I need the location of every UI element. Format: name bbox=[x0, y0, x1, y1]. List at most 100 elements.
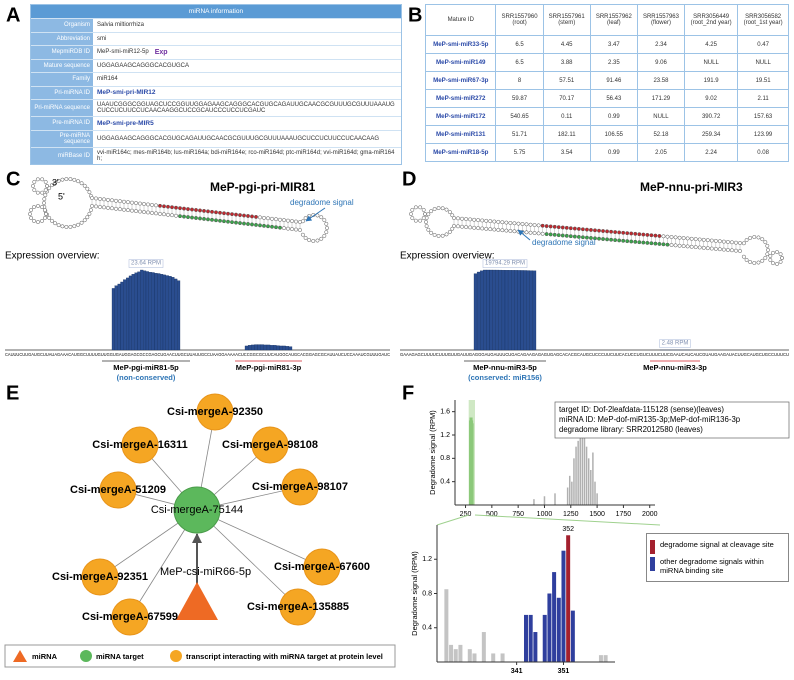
nucleotide bbox=[202, 216, 206, 221]
nucleotide bbox=[697, 245, 702, 250]
nucleotide bbox=[568, 226, 573, 231]
rpm-cell: 57.51 bbox=[542, 71, 591, 90]
nucleotide bbox=[40, 177, 45, 182]
x-tick-label: 1750 bbox=[616, 511, 632, 518]
nucleotide bbox=[134, 201, 138, 206]
nucleotide bbox=[202, 208, 206, 213]
y-tick-label: 0.4 bbox=[422, 625, 432, 632]
nucleotide bbox=[250, 214, 254, 219]
nucleotide bbox=[102, 197, 106, 202]
signal-bar bbox=[594, 481, 596, 505]
nucleotide bbox=[186, 207, 190, 212]
overview-label: Expression overview: bbox=[400, 251, 494, 262]
nucleotide bbox=[45, 184, 49, 188]
tissue: (flower) bbox=[650, 20, 671, 26]
rpm-cell: 182.11 bbox=[542, 125, 591, 144]
expression-bar bbox=[171, 277, 175, 351]
nucleotide bbox=[540, 231, 545, 236]
expression-bar bbox=[266, 344, 271, 351]
end-label: 5' bbox=[58, 191, 65, 201]
node-label: Csi-mergeA-67600 bbox=[274, 561, 370, 573]
rpm-cell: NULL bbox=[636, 107, 686, 126]
rpm-cell: 9.02 bbox=[684, 89, 739, 108]
signal-bar bbox=[453, 649, 458, 662]
header-cell: SRR1557960 (root) bbox=[495, 4, 544, 36]
nucleotide bbox=[68, 177, 73, 182]
nucleotide bbox=[214, 218, 218, 223]
info-line: degradome library: SRR2012580 (leaves) bbox=[559, 425, 703, 434]
sequence: CAUUUCUUGAUGCUUAUAGAAACAUGGCUUUUGUUGGUGA… bbox=[5, 352, 390, 357]
nucleotide bbox=[520, 222, 525, 226]
nucleotide bbox=[294, 219, 298, 224]
nucleotide bbox=[584, 235, 589, 240]
nucleotide bbox=[576, 226, 581, 231]
expression-bar bbox=[168, 276, 172, 351]
nucleotide bbox=[94, 204, 98, 209]
nucleotide bbox=[665, 242, 670, 247]
interactor-node bbox=[279, 588, 317, 626]
signal-bar bbox=[547, 593, 552, 662]
nucleotide bbox=[42, 201, 46, 205]
nucleotide bbox=[528, 222, 533, 227]
nucleotide bbox=[174, 205, 178, 210]
nucleotide bbox=[484, 226, 489, 231]
nucleotide bbox=[661, 242, 666, 247]
nucleotide bbox=[697, 237, 702, 242]
expression-bar bbox=[529, 270, 534, 351]
row-value: MeP-smi-pre-MIR5 bbox=[93, 117, 401, 130]
rpm-cell: 4.45 bbox=[542, 35, 591, 54]
row-value: smi bbox=[93, 33, 401, 46]
nucleotide bbox=[154, 211, 158, 216]
nucleotide bbox=[429, 209, 434, 214]
tissue: (stem) bbox=[558, 20, 576, 26]
table-row: miRBase ID vvi-miR164c; mes-miR164b; lus-… bbox=[31, 146, 401, 164]
expression-bar bbox=[288, 346, 293, 351]
nucleotide bbox=[492, 219, 497, 224]
expression-bar bbox=[282, 345, 286, 351]
expression-bar bbox=[279, 345, 283, 351]
nucleotide bbox=[72, 224, 77, 229]
nucleotide bbox=[709, 246, 714, 251]
node-label: Csi-mergeA-67599 bbox=[82, 611, 178, 623]
row-label: Pri-miRNA ID bbox=[31, 86, 93, 99]
nucleotide bbox=[226, 211, 230, 216]
value-text: vvi-miR164c; mes-miR164b; lus-miR164a; b… bbox=[97, 149, 395, 162]
rpm-cell: 2.11 bbox=[737, 89, 789, 108]
nucleotide bbox=[150, 202, 154, 207]
row-value: Salvia miltiorrhiza bbox=[93, 19, 401, 32]
nucleotide bbox=[230, 220, 234, 225]
nucleotide bbox=[146, 202, 150, 207]
header-row: Mature ID SRR1557960 (root) SRR1557961 (stem… bbox=[424, 4, 789, 36]
tissue: (root_1st year) bbox=[743, 20, 783, 26]
nucleotide bbox=[741, 241, 746, 246]
expression-bar bbox=[504, 270, 509, 351]
nucleotide bbox=[744, 238, 749, 243]
nucleotide bbox=[423, 212, 427, 216]
nucleotide bbox=[589, 228, 593, 232]
nucleotide bbox=[685, 244, 690, 249]
arm-name: MeP-pgi-miR81-3p bbox=[236, 363, 302, 372]
nucleotide bbox=[500, 220, 505, 225]
node-label: Csi-mergeA-75144 bbox=[151, 504, 243, 516]
nucleotide bbox=[79, 220, 84, 225]
y-tick-label: 1.2 bbox=[440, 432, 450, 439]
nucleotide bbox=[685, 236, 690, 241]
rpm-cell: NULL bbox=[684, 53, 739, 72]
nucleotide bbox=[637, 240, 642, 245]
table-title: miRNA information bbox=[31, 5, 401, 18]
expression-bar bbox=[517, 270, 521, 351]
expression-bar bbox=[244, 345, 249, 351]
nucleotide bbox=[452, 216, 456, 220]
nucleotide bbox=[629, 239, 634, 244]
value-text: UGGAGAAGCAGGGCACGUGCAGAUUGCAACGCGUUUGCGU… bbox=[97, 135, 380, 142]
nucleotide bbox=[170, 205, 174, 210]
nucleotide bbox=[234, 220, 238, 225]
nucleotide bbox=[544, 224, 549, 229]
expression-bar bbox=[162, 274, 166, 351]
nucleotide bbox=[266, 224, 270, 229]
signal-bar bbox=[592, 452, 594, 505]
nucleotide bbox=[126, 200, 130, 205]
legend-swatch bbox=[650, 557, 655, 571]
mirna-info-table: miRNA information Organism Salvia miltiorr… bbox=[30, 4, 402, 165]
nucleotide bbox=[472, 217, 477, 222]
